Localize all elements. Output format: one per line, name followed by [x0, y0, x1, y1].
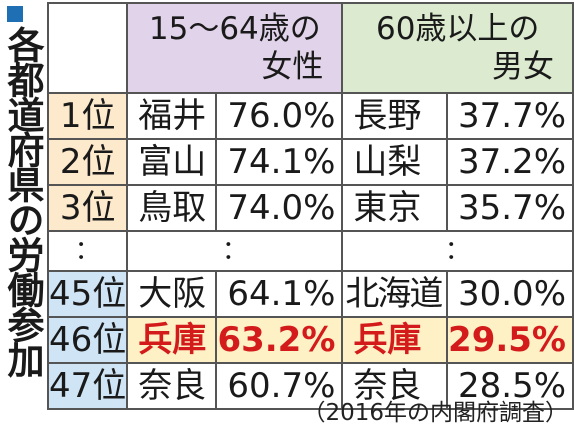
pref-seniors: 奈良 — [341, 362, 449, 410]
page-title: 各都道府県の労働参加率 — [1, 26, 44, 376]
rank-cell: 46位 — [46, 316, 129, 364]
value-seniors: 37.2% — [446, 138, 574, 186]
value-women: 63.2% — [215, 316, 344, 364]
ellipsis-row: ： ： ： — [46, 230, 574, 272]
table-row: 2位 富山 74.1% 山梨 37.2% — [46, 138, 574, 186]
pref-seniors: 山梨 — [341, 138, 449, 186]
rank-cell: 2位 — [46, 138, 129, 186]
header-corner — [46, 2, 129, 94]
header-seniors-line1: 60歳以上の — [375, 11, 540, 47]
value-seniors: 28.5% — [446, 362, 574, 410]
pref-seniors: 北海道 — [341, 270, 449, 318]
ellipsis-seniors: ： — [341, 230, 574, 272]
pref-women: 大阪 — [126, 270, 218, 318]
value-women: 74.1% — [215, 138, 344, 186]
header-row: 15～64歳の 女性 60歳以上の 男女 — [46, 2, 574, 94]
rank-cell: 3位 — [46, 184, 129, 232]
labor-participation-table: 15～64歳の 女性 60歳以上の 男女 1位 福井 76.0% 長野 37.7… — [46, 2, 574, 410]
ellipsis-rank: ： — [46, 230, 129, 272]
pref-women: 福井 — [126, 92, 218, 140]
rank-cell: 45位 — [46, 270, 129, 318]
title-marker-icon — [7, 6, 23, 22]
ellipsis-women: ： — [126, 230, 344, 272]
pref-women: 奈良 — [126, 362, 218, 410]
pref-seniors: 長野 — [341, 92, 449, 140]
pref-seniors: 兵庫 — [341, 316, 449, 364]
table-row-highlight: 46位 兵庫 63.2% 兵庫 29.5% — [46, 316, 574, 364]
value-women: 76.0% — [215, 92, 344, 140]
header-seniors-line2: 男女 — [492, 49, 554, 85]
pref-women: 兵庫 — [126, 316, 218, 364]
header-women-line1: 15～64歳の — [148, 11, 321, 47]
header-women: 15～64歳の 女性 — [126, 2, 344, 94]
value-women: 64.1% — [215, 270, 344, 318]
pref-seniors: 東京 — [341, 184, 449, 232]
title-block: 各都道府県の労働参加率 — [0, 0, 44, 395]
table-row: 1位 福井 76.0% 長野 37.7% — [46, 92, 574, 140]
pref-women: 富山 — [126, 138, 218, 186]
value-seniors: 37.7% — [446, 92, 574, 140]
header-women-line2: 女性 — [261, 49, 324, 85]
value-women: 60.7% — [215, 362, 344, 410]
pref-women: 鳥取 — [126, 184, 218, 232]
value-women: 74.0% — [215, 184, 344, 232]
table-row: 3位 鳥取 74.0% 東京 35.7% — [46, 184, 574, 232]
rank-cell: 1位 — [46, 92, 129, 140]
value-seniors: 35.7% — [446, 184, 574, 232]
table-row: 47位 奈良 60.7% 奈良 28.5% — [46, 362, 574, 410]
value-seniors: 30.0% — [446, 270, 574, 318]
table-row: 45位 大阪 64.1% 北海道 30.0% — [46, 270, 574, 318]
value-seniors: 29.5% — [446, 316, 574, 364]
rank-cell: 47位 — [46, 362, 129, 410]
header-seniors: 60歳以上の 男女 — [341, 2, 574, 94]
